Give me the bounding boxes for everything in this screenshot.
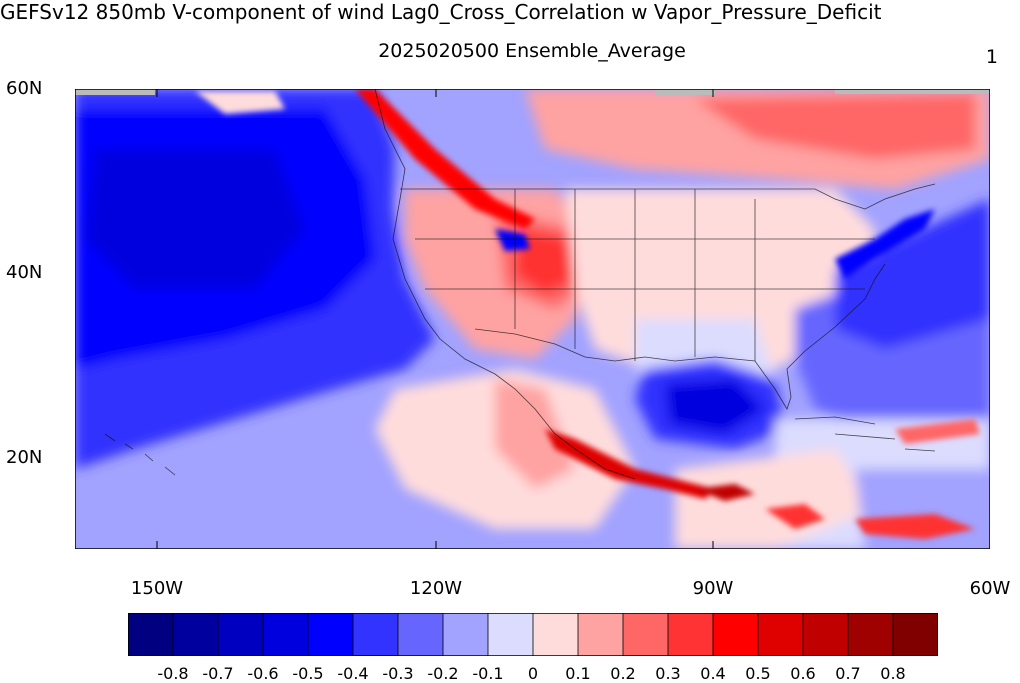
colorbar-cell xyxy=(802,613,849,656)
lat-label-20n: 20N xyxy=(6,447,43,468)
colorbar-tick-label: -0.8 xyxy=(157,664,189,683)
correlation-map xyxy=(75,89,990,549)
colorbar-cell xyxy=(307,613,354,656)
lon-label-90w: 90W xyxy=(692,578,734,599)
colorbar-cell xyxy=(847,613,894,656)
colorbar-cell xyxy=(442,613,489,656)
colorbar-cell xyxy=(128,613,174,656)
colorbar-cell xyxy=(622,613,669,656)
colorbar-tick-label: -0.6 xyxy=(247,664,279,683)
colorbar-cell xyxy=(172,613,219,656)
colorbar-tick-label: 0.5 xyxy=(745,664,771,683)
lon-label-120w: 120W xyxy=(409,578,463,599)
figure-subtitle: 2025020500 Ensemble_Average xyxy=(378,40,686,62)
figure-title: GEFSv12 850mb V-component of wind Lag0_C… xyxy=(0,0,882,24)
colorbar-tick-label: 0.6 xyxy=(790,664,816,683)
colorbar-tick-label: 0 xyxy=(527,664,539,683)
colorbar-tick-label: 0.7 xyxy=(835,664,861,683)
lat-label-60n: 60N xyxy=(6,78,43,99)
colorbar-tick-label: 0.4 xyxy=(700,664,726,683)
colorbar xyxy=(128,613,938,656)
colorbar-cell xyxy=(712,613,759,656)
colorbar-cell xyxy=(262,613,309,656)
colorbar-cell xyxy=(667,613,714,656)
colorbar-tick-label: 0.1 xyxy=(565,664,591,683)
colorbar-tick-label: -0.4 xyxy=(337,664,369,683)
colorbar-cell xyxy=(892,613,938,656)
colorbar-cell xyxy=(217,613,264,656)
colorbar-cell xyxy=(487,613,534,656)
lat-label-40n: 40N xyxy=(6,262,43,283)
colorbar-tick-label: 0.2 xyxy=(610,664,636,683)
colorbar-tick-label: 0.8 xyxy=(880,664,906,683)
colorbar-cell xyxy=(397,613,444,656)
colorbar-cell xyxy=(352,613,399,656)
colorbar-tick-label: -0.5 xyxy=(292,664,324,683)
colorbar-tick-label: -0.3 xyxy=(382,664,414,683)
colorbar-tick-label: -0.1 xyxy=(472,664,504,683)
colorbar-cell xyxy=(532,613,579,656)
colorbar-tick-label: -0.7 xyxy=(202,664,234,683)
panel-number: 1 xyxy=(985,46,998,68)
colorbar-tick-label: -0.2 xyxy=(427,664,459,683)
colorbar-cell xyxy=(757,613,804,656)
lon-label-150w: 150W xyxy=(130,578,184,599)
lon-label-60w: 60W xyxy=(969,578,1011,599)
colorbar-cell xyxy=(577,613,624,656)
colorbar-tick-label: 0.3 xyxy=(655,664,681,683)
